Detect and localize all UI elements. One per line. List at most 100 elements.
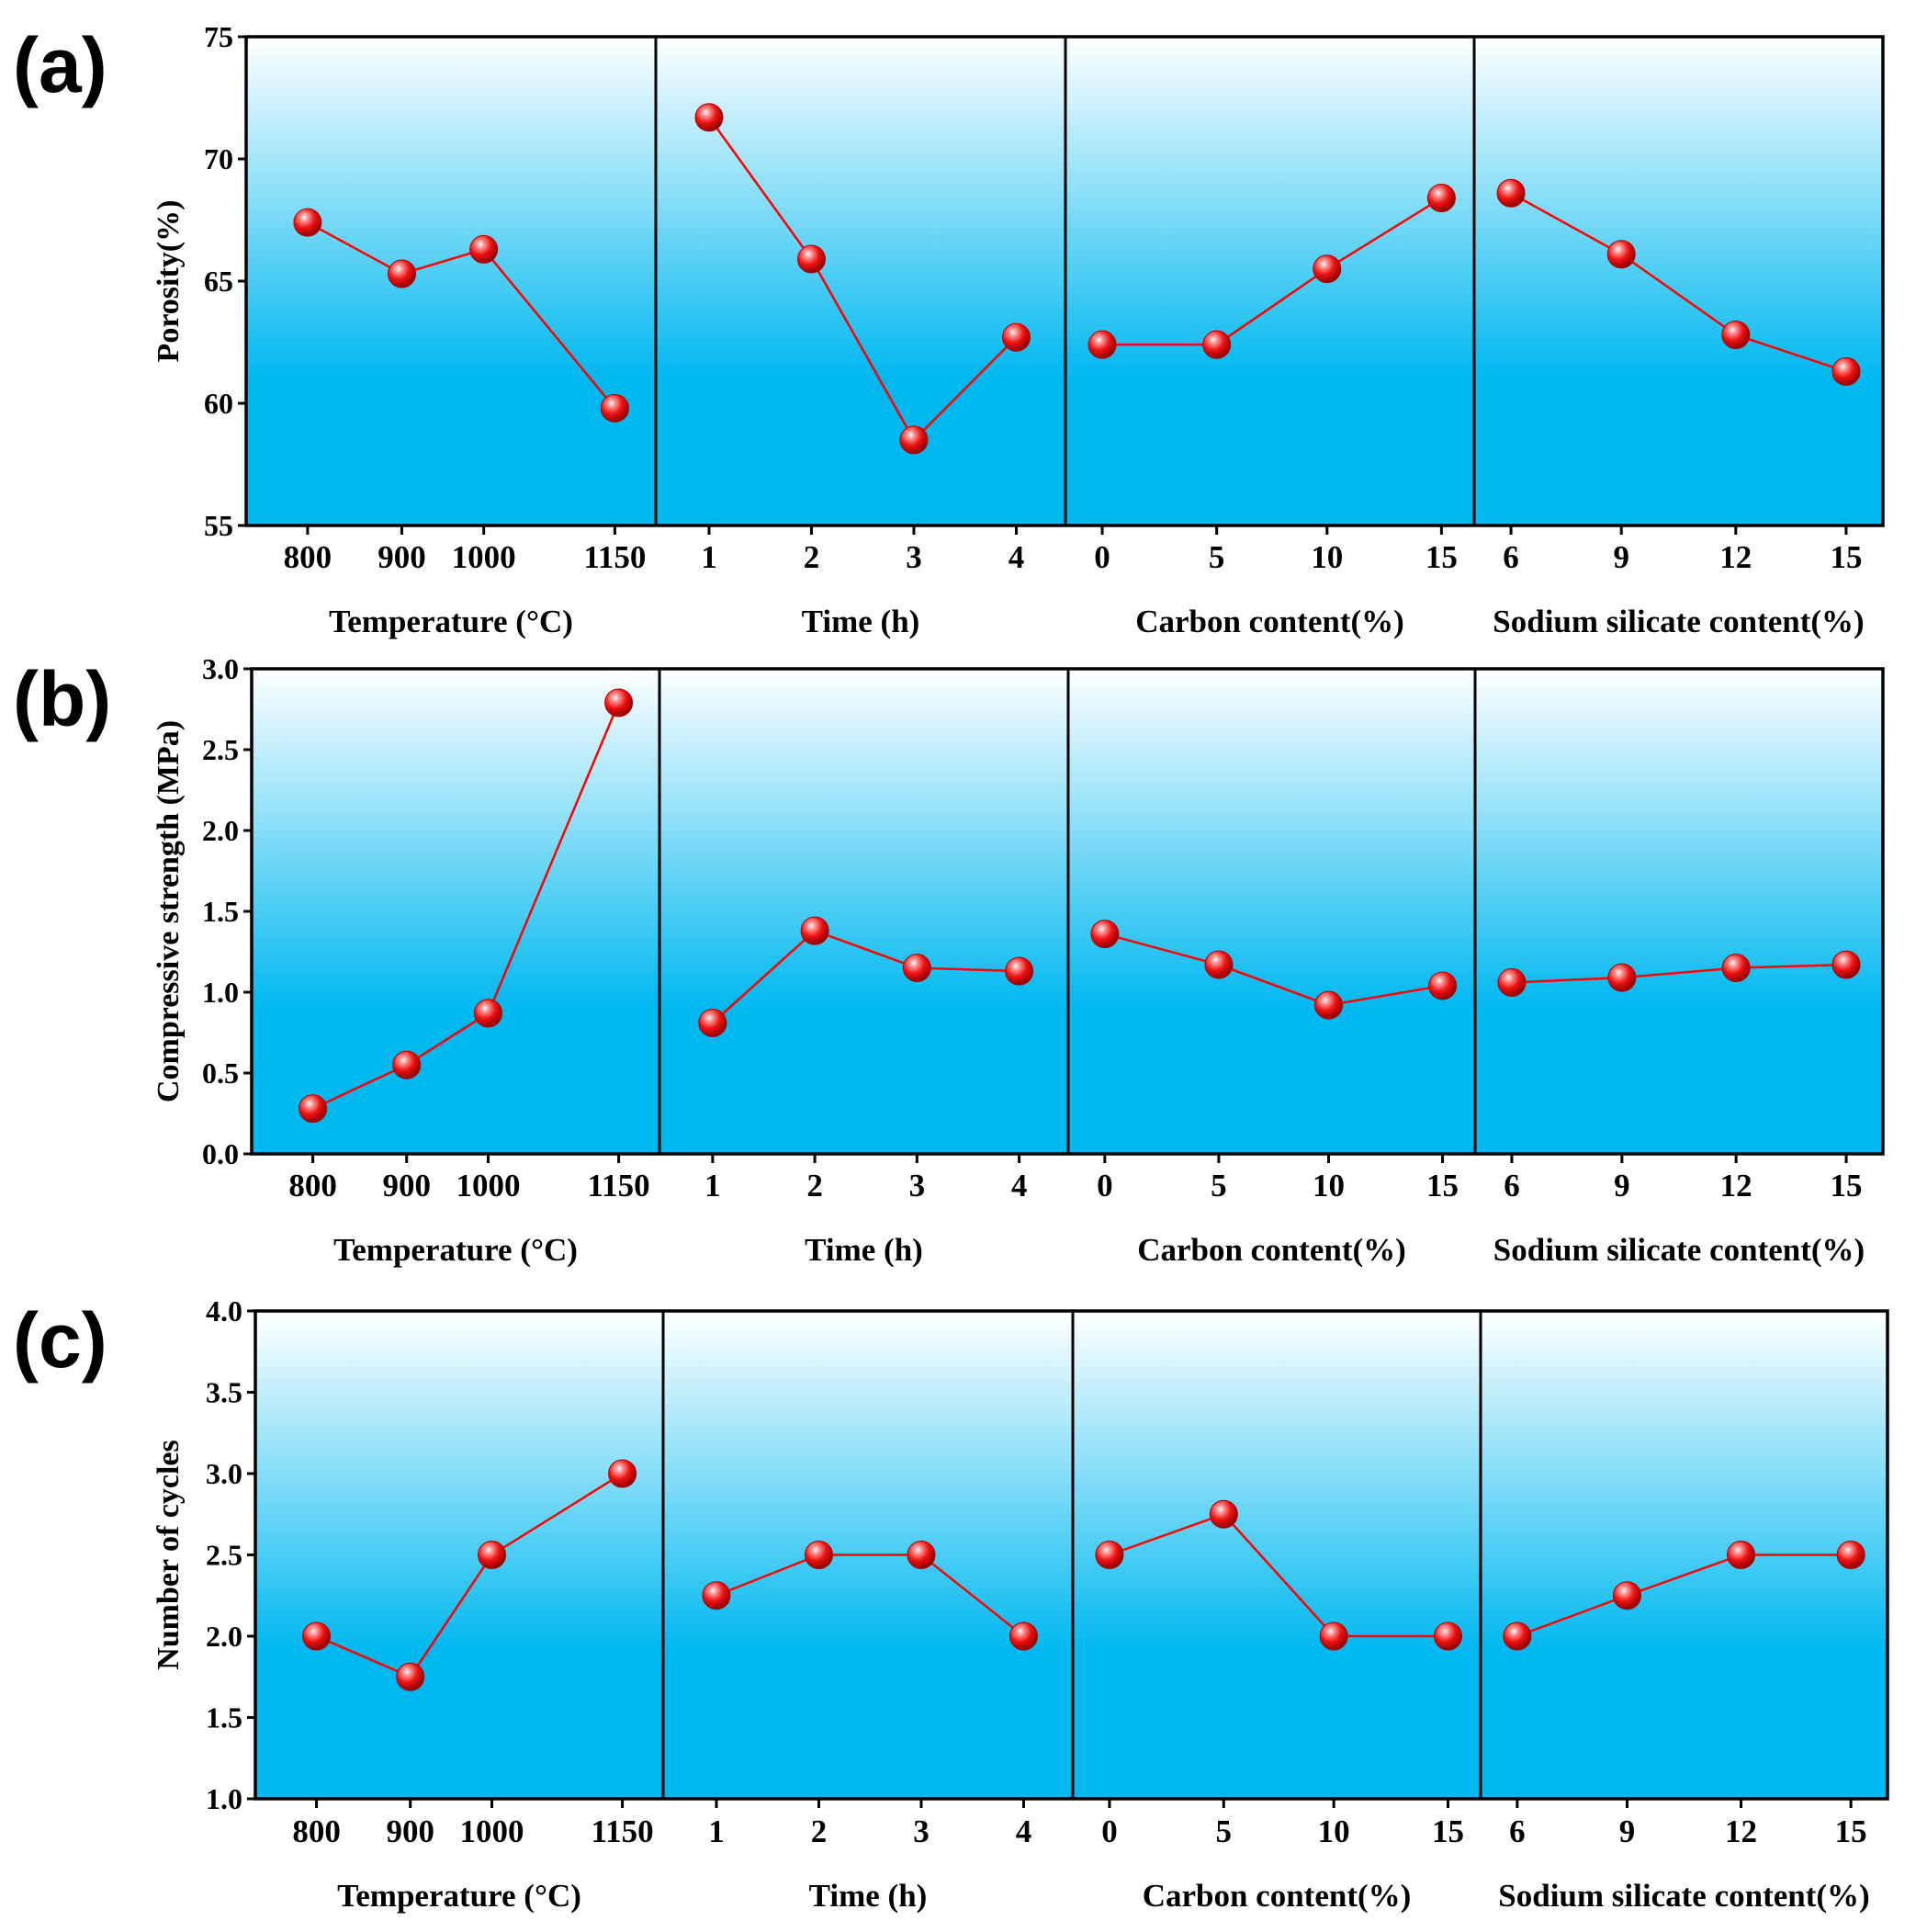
y-tick-label: 0.5 [202, 1056, 239, 1090]
subplot-1: 800 900 1000 1150 Temperature (°C) [288, 688, 650, 1268]
x-tick-label: 1000 [460, 1813, 524, 1849]
x-axis-label: Time (h) [805, 1232, 923, 1268]
data-point [1831, 356, 1861, 386]
data-point [698, 1008, 727, 1037]
x-tick-label: 15 [1426, 539, 1458, 575]
x-tick-label: 10 [1313, 1168, 1345, 1203]
x-tick-label: 1000 [452, 539, 516, 575]
x-tick-label: 9 [1613, 539, 1629, 575]
subplot-1: 800 900 1000 1150 Temperature (°C) [292, 1459, 654, 1914]
y-tick-label: 2.0 [202, 814, 239, 847]
x-tick-label: 15 [1426, 1168, 1459, 1203]
series-line [716, 1554, 1025, 1637]
y-tick-label: 70 [204, 142, 233, 175]
data-point [1836, 1541, 1865, 1569]
series-line [312, 702, 620, 1110]
data-point [474, 999, 503, 1028]
data-point [1433, 1621, 1462, 1651]
series-line [307, 221, 616, 410]
data-point [899, 425, 929, 455]
x-axis-label: Temperature (°C) [333, 1232, 578, 1268]
y-axis-label: Porosity(%) [152, 200, 186, 363]
subplot-2: 1 2 3 4 Time (h) [698, 916, 1034, 1268]
x-tick-label: 900 [382, 1168, 431, 1203]
data-point [1095, 1541, 1124, 1569]
data-point [1721, 321, 1751, 350]
data-point [1319, 1621, 1348, 1651]
data-point [387, 259, 416, 288]
x-tick-label: 12 [1720, 1168, 1752, 1203]
x-tick-label: 12 [1719, 539, 1752, 575]
x-tick-label: 9 [1614, 1168, 1630, 1203]
subplot-2: 1 2 3 4 Time (h) [694, 103, 1031, 639]
x-tick-label: 800 [284, 539, 332, 575]
data-point [1087, 330, 1117, 359]
x-axis-label: Sodium silicate content(%) [1498, 1878, 1869, 1914]
data-point [1090, 920, 1120, 949]
data-point [1497, 967, 1527, 997]
plot-frame [250, 667, 1885, 1156]
y-tick-label: 55 [204, 509, 233, 542]
data-point [1209, 1499, 1238, 1529]
data-point [396, 1662, 425, 1691]
x-axis-label: Sodium silicate content(%) [1493, 604, 1864, 639]
data-point [902, 954, 931, 983]
data-point [800, 916, 829, 945]
data-point [1005, 956, 1034, 986]
chart-panel-b: (b) Compressive strength (MPa) 0.0 0.5 1.0 1.… [13, 652, 1885, 1268]
data-point [1607, 963, 1637, 992]
data-point [1313, 254, 1342, 284]
subplot-2: 1 2 3 4 Time (h) [702, 1541, 1038, 1914]
x-tick-label: 15 [1831, 1168, 1863, 1203]
data-point [1202, 330, 1232, 359]
data-point [469, 234, 499, 264]
subplot-1: 800 900 1000 1150 Temperature (°C) [284, 208, 646, 639]
series-line [1516, 1554, 1852, 1638]
x-axis-label: Carbon content(%) [1143, 1878, 1412, 1914]
x-tick-label: 0 [1094, 539, 1110, 575]
y-axis-label: Number of cycles [152, 1440, 186, 1670]
data-point [796, 244, 826, 274]
y-tick-label: 4.0 [206, 1294, 242, 1328]
series-line [712, 929, 1020, 1024]
series-line [707, 117, 1018, 442]
data-point [694, 103, 724, 132]
x-tick-label: 1150 [592, 1813, 654, 1849]
y-tick-label: 1.5 [206, 1701, 242, 1734]
data-point [804, 1541, 833, 1569]
x-tick-label: 12 [1725, 1813, 1757, 1849]
x-tick-label: 4 [1011, 1168, 1028, 1203]
series-line [1510, 192, 1847, 373]
x-axis-label: Time (h) [809, 1878, 928, 1914]
data-point [1503, 1621, 1532, 1651]
x-axis-label: Carbon content(%) [1137, 1232, 1406, 1268]
data-point [1727, 1541, 1756, 1569]
x-tick-label: 5 [1211, 1168, 1227, 1203]
data-point [1204, 950, 1234, 979]
y-tick-label: 60 [204, 387, 233, 420]
x-axis-label: Time (h) [802, 604, 920, 639]
x-tick-label: 10 [1318, 1813, 1350, 1849]
x-tick-label: 800 [288, 1168, 337, 1203]
subplot-3: 0 5 10 15 Carbon content(%) [1087, 184, 1458, 639]
y-tick-label: 3.0 [206, 1457, 242, 1490]
y-tick-label: 2.5 [202, 733, 239, 766]
x-tick-label: 6 [1504, 1168, 1520, 1203]
y-tick-label: 3.0 [202, 652, 239, 685]
data-point [907, 1541, 936, 1569]
x-tick-label: 2 [806, 1168, 823, 1203]
subplot-4: 6 9 12 15 Sodium silicate content(%) [1493, 950, 1865, 1268]
plot-frame [254, 1309, 1889, 1801]
data-point [1314, 990, 1344, 1020]
data-point [392, 1050, 422, 1079]
series-line [1109, 1512, 1448, 1638]
y-tick-label: 1.0 [202, 976, 239, 1009]
data-point [1721, 954, 1751, 983]
subplot-3: 0 5 10 15 Carbon content(%) [1095, 1499, 1464, 1914]
y-tick-label: 1.0 [206, 1782, 242, 1815]
series-line [316, 1472, 624, 1678]
subplot-4: 6 9 12 15 Sodium silicate content(%) [1498, 1541, 1870, 1914]
data-point [1496, 178, 1526, 208]
data-point [1612, 1581, 1641, 1610]
